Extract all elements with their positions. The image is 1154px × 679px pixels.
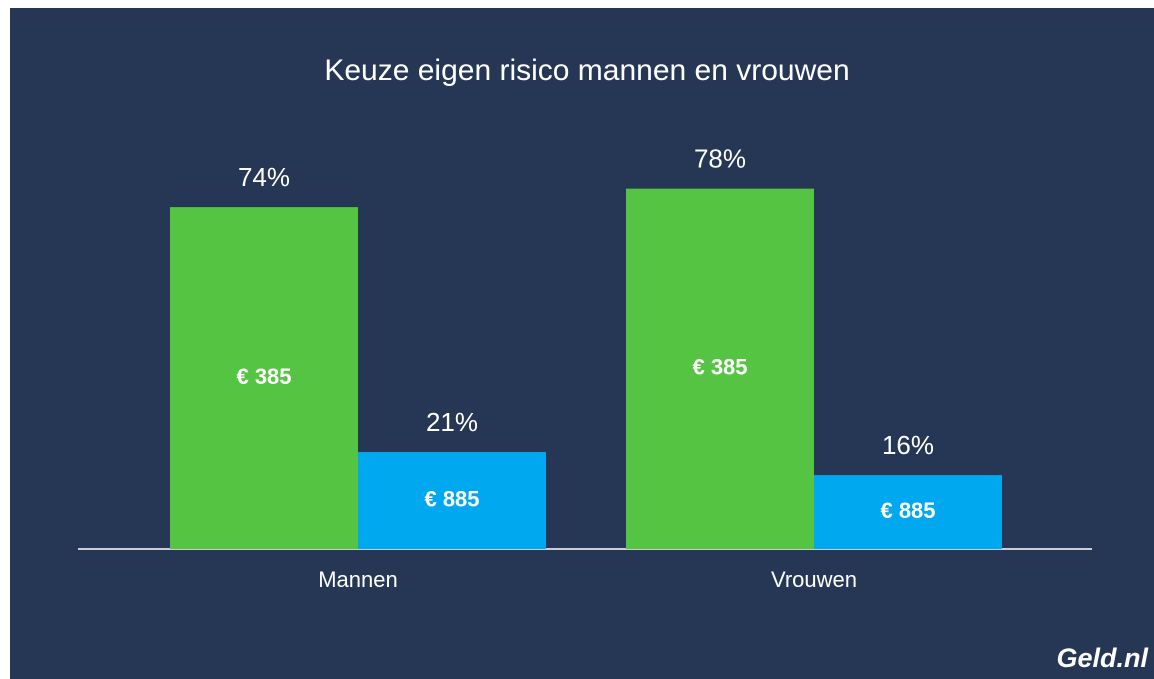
- bar: [814, 475, 1002, 549]
- chart-title: Keuze eigen risico mannen en vrouwen: [324, 54, 849, 87]
- series-label: € 385: [692, 355, 747, 380]
- x-tick-label: Vrouwen: [771, 567, 857, 592]
- bar: [626, 188, 814, 549]
- data-label: 21%: [426, 407, 478, 437]
- data-label: 16%: [882, 430, 934, 460]
- bar: [358, 451, 546, 549]
- data-label: 74%: [238, 162, 290, 192]
- series-label: € 885: [880, 498, 935, 523]
- bar: [170, 207, 358, 549]
- series-label: € 385: [236, 364, 291, 389]
- x-tick-label: Mannen: [318, 567, 398, 592]
- series-label: € 885: [424, 486, 479, 511]
- data-label: 78%: [694, 144, 746, 174]
- logo: Geld.nl: [1056, 643, 1148, 673]
